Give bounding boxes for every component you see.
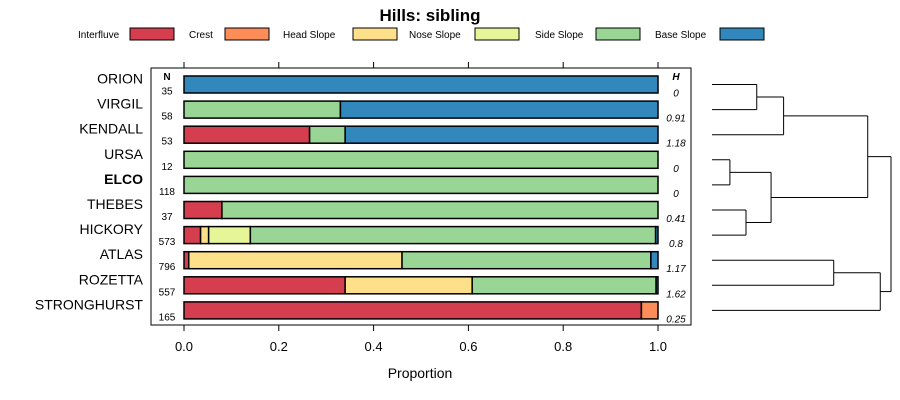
bar-segment	[183, 175, 659, 195]
n-label: 12	[161, 162, 173, 173]
bar-segment	[308, 125, 346, 144]
h-label: 0.91	[666, 114, 685, 125]
legend-swatch	[719, 27, 765, 41]
x-tick-label: 0.4	[365, 339, 383, 354]
chart-title: Hills: sibling	[379, 6, 480, 25]
row-label: VIRGIL	[97, 96, 143, 112]
bar-row: URSA 12 0	[104, 146, 679, 175]
h-label: 0.8	[669, 239, 683, 250]
legend-swatch	[352, 27, 398, 41]
x-tick-label: 0.8	[554, 339, 572, 354]
bar-segment	[401, 250, 652, 270]
legend-swatch	[224, 27, 270, 41]
n-label: 573	[159, 237, 176, 248]
bar-segment	[339, 100, 659, 119]
n-column-header: N	[163, 72, 170, 83]
row-label: HICKORY	[79, 221, 143, 237]
legend-label: Base Slope	[655, 30, 707, 41]
h-label: 0	[673, 189, 679, 200]
row-label: ATLAS	[100, 246, 143, 262]
legend: Interfluve Crest Head Slope Nose Slope Side …	[78, 27, 765, 41]
bar-row: ATLAS 796 1.17	[100, 246, 686, 275]
n-label: 37	[161, 212, 173, 223]
legend-swatch	[595, 27, 641, 41]
row-label: ORION	[97, 71, 143, 87]
bar-row: ELCO 118 0	[104, 171, 679, 200]
x-tick-label: 0.2	[270, 339, 288, 354]
legend-label: Head Slope	[283, 30, 336, 41]
legend-label: Side Slope	[535, 30, 584, 41]
row-label: URSA	[104, 146, 144, 162]
n-label: 35	[161, 87, 173, 98]
bar-segment	[183, 125, 311, 144]
bar-segment	[207, 225, 252, 245]
x-axis-title: Proportion	[388, 365, 453, 381]
n-label: 557	[159, 287, 176, 298]
n-label: 165	[159, 312, 176, 323]
n-label: 118	[159, 187, 175, 198]
bar-row: THEBES 37 0.41	[87, 196, 686, 225]
bar-segment	[199, 225, 210, 245]
legend-swatch	[474, 27, 520, 41]
row-label: THEBES	[87, 196, 143, 212]
bar-segment	[655, 276, 659, 295]
h-label: 1.18	[666, 139, 686, 150]
legend-label: Crest	[189, 30, 213, 41]
legend-label: Interfluve	[78, 30, 120, 41]
h-label: 0.41	[666, 214, 685, 225]
bar-segment	[183, 200, 223, 220]
n-label: 53	[161, 137, 173, 148]
dendrogram	[712, 84, 892, 311]
bar-row: KENDALL 53 1.18	[79, 121, 686, 150]
h-label: 0.25	[666, 314, 686, 325]
plot-frame	[150, 67, 692, 326]
bar-segment	[654, 225, 659, 245]
h-label: 1.17	[666, 264, 686, 275]
bar-segment	[183, 150, 659, 170]
bar-row: VIRGIL 58 0.91	[97, 96, 686, 125]
bar-segment	[183, 276, 346, 295]
bar-segment	[221, 200, 659, 220]
n-label: 796	[159, 262, 176, 273]
h-label: 0	[673, 89, 679, 100]
bar-row: STRONGHURST 165 0.25	[35, 296, 686, 325]
row-label: KENDALL	[79, 121, 143, 137]
row-label: ELCO	[104, 171, 143, 187]
h-label: 1.62	[666, 289, 686, 300]
row-label: ROZETTA	[79, 271, 144, 287]
bar-segment	[183, 75, 659, 94]
legend-swatch	[129, 27, 175, 41]
bar-segment	[640, 301, 659, 320]
bar-segment	[183, 225, 202, 245]
bar-segment	[187, 250, 403, 270]
bar-row: ORION 35 0	[97, 71, 679, 100]
bar-segment	[344, 276, 473, 295]
bar-segment	[650, 250, 659, 270]
bar-row: HICKORY 573 0.8	[79, 221, 683, 250]
x-tick-label: 0.0	[175, 339, 193, 354]
plot-area: N H 0.0 0.2 0.4 0.6 0.8 1.0 ORION 35 0 VIRGIL 58 0.91…	[35, 62, 692, 354]
bar-segment	[183, 301, 643, 320]
bar-segment	[183, 100, 342, 119]
legend-label: Nose Slope	[409, 30, 461, 41]
bar-segment	[249, 225, 657, 245]
x-tick-label: 1.0	[649, 339, 667, 354]
bar-segment	[471, 276, 657, 295]
row-label: STRONGHURST	[35, 296, 144, 312]
n-label: 58	[161, 112, 173, 123]
bar-segment	[344, 125, 659, 144]
x-tick-label: 0.6	[459, 339, 477, 354]
h-column-header: H	[672, 72, 680, 83]
h-label: 0	[673, 164, 679, 175]
bar-row: ROZETTA 557 1.62	[79, 271, 686, 300]
